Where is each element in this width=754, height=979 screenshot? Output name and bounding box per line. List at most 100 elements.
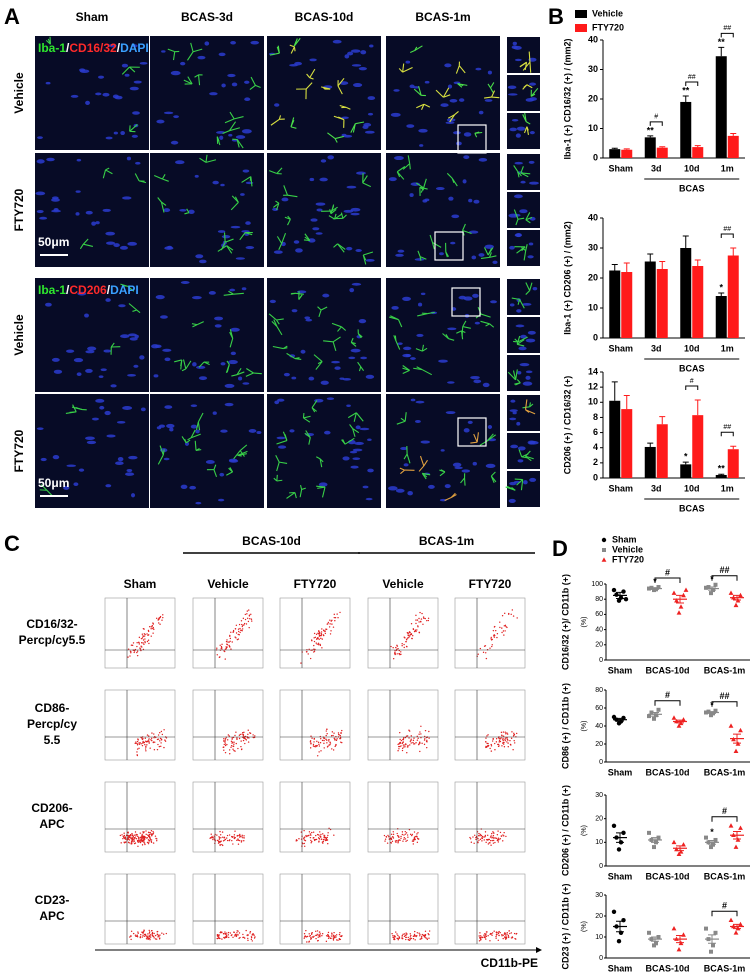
nucleus: [273, 250, 283, 254]
event-dot: [501, 734, 503, 736]
event-dot: [497, 830, 499, 832]
event-dot: [247, 620, 250, 623]
event-dot: [242, 837, 244, 839]
event-dot: [321, 628, 323, 630]
nucleus: [164, 357, 171, 362]
micrograph: [150, 278, 264, 392]
nucleus: [231, 82, 238, 87]
event-dot: [419, 750, 421, 753]
event-dot: [133, 834, 135, 836]
event-dot: [485, 938, 487, 940]
significance-hash: ##: [719, 691, 729, 701]
event-dot: [245, 929, 247, 932]
nucleus: [175, 160, 185, 165]
event-dot: [507, 742, 509, 744]
y-axis-label: Iba-1 (+) CD206 (+) / (mm2): [562, 221, 572, 335]
event-dot: [149, 938, 151, 941]
microglia-process: [190, 433, 201, 439]
event-dot: [504, 737, 507, 739]
microglia-process: [457, 83, 468, 86]
x-tick-label: 3d: [651, 163, 662, 173]
event-dot: [136, 839, 139, 842]
event-dot: [320, 833, 322, 836]
microglia-process: [293, 46, 296, 52]
event-dot: [224, 741, 226, 743]
event-dot: [137, 835, 139, 838]
event-dot: [226, 739, 229, 741]
microglia-process: [520, 172, 531, 175]
microglia-process: [457, 83, 463, 88]
event-dot: [413, 737, 415, 739]
event-dot: [418, 743, 420, 746]
data-point: [678, 604, 684, 609]
data-point: [676, 723, 682, 728]
nucleus: [53, 369, 63, 374]
event-dot: [147, 937, 150, 939]
event-dot: [320, 631, 323, 633]
nucleus: [418, 128, 428, 133]
microglia-process: [415, 348, 423, 352]
microglia-process: [185, 439, 191, 444]
microglia-process: [402, 66, 413, 73]
nucleus: [350, 212, 360, 216]
event-dot: [236, 738, 238, 740]
event-dot: [317, 837, 320, 839]
microglia-process: [418, 465, 425, 472]
event-dot: [161, 619, 163, 621]
microglia-process: [462, 223, 466, 231]
bar: [621, 409, 633, 478]
event-dot: [315, 633, 318, 636]
nucleus: [212, 180, 219, 185]
event-dot: [473, 842, 475, 844]
event-dot: [231, 737, 233, 739]
microglia-process: [79, 243, 84, 250]
micrograph: [507, 279, 540, 315]
x-tick-label: Sham: [608, 163, 633, 173]
microglia-process: [234, 196, 239, 203]
event-dot: [131, 837, 133, 839]
y-tick-label: 40: [595, 723, 603, 730]
event-dot: [500, 835, 503, 837]
event-dot: [401, 749, 404, 752]
event-dot: [396, 933, 398, 935]
event-dot: [494, 837, 497, 839]
event-dot: [140, 836, 143, 838]
microglia-process: [490, 82, 495, 89]
event-dot: [325, 628, 328, 631]
microglia-process: [190, 429, 196, 439]
event-dot: [502, 840, 504, 842]
event-dot: [484, 831, 487, 833]
x-tick-label: BCAS-10d: [645, 871, 689, 881]
nucleus: [334, 366, 341, 370]
microglia-process: [323, 340, 334, 343]
data-point: [654, 941, 658, 946]
event-dot: [237, 747, 239, 750]
event-dot: [159, 937, 161, 939]
nucleus: [364, 130, 375, 134]
microglia-process: [278, 243, 283, 250]
column-header: BCAS-1m: [415, 10, 470, 24]
event-dot: [148, 742, 150, 744]
event-dot: [503, 835, 505, 837]
event-dot: [162, 614, 164, 616]
event-dot: [130, 935, 132, 937]
nucleus: [131, 44, 138, 48]
event-dot: [331, 623, 333, 625]
microglia-process: [245, 232, 253, 236]
data-point: [616, 939, 622, 944]
microglia-process: [484, 96, 492, 99]
microglia-process: [423, 178, 427, 188]
event-dot: [219, 841, 222, 843]
microglia-process: [525, 409, 530, 413]
event-dot: [141, 838, 143, 840]
event-dot: [403, 646, 405, 649]
microglia-process: [128, 303, 138, 311]
nucleus: [529, 131, 535, 135]
event-dot: [304, 845, 306, 847]
event-dot: [487, 843, 490, 845]
significance-hash: #: [722, 901, 727, 911]
microglia-process: [110, 342, 115, 348]
event-dot: [337, 617, 339, 619]
event-dot: [309, 935, 311, 937]
event-dot: [160, 739, 163, 741]
